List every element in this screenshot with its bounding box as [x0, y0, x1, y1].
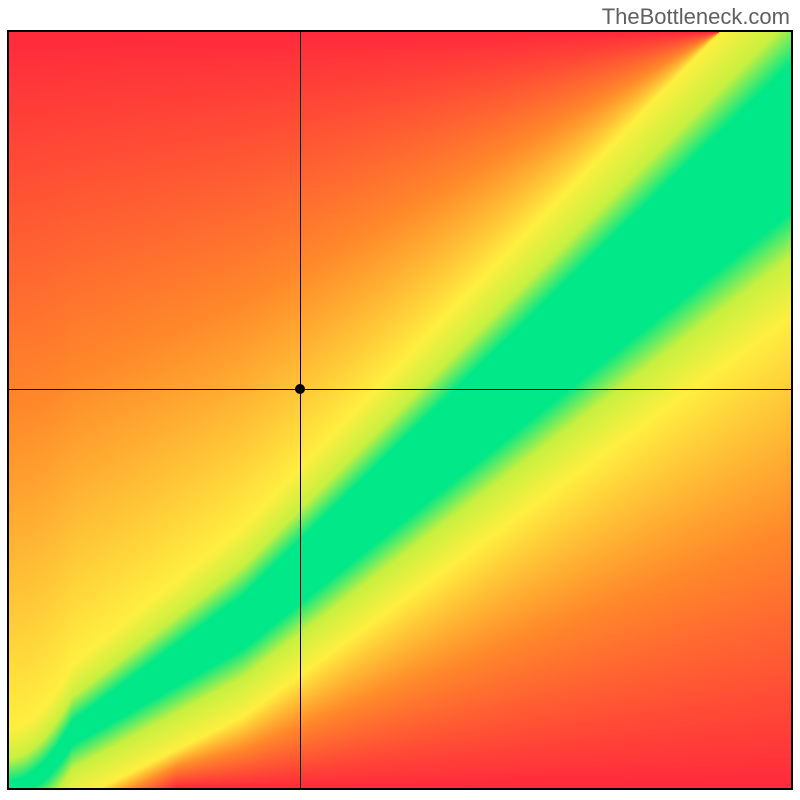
chart-container: TheBottleneck.com [0, 0, 800, 800]
heatmap-canvas [9, 32, 791, 788]
attribution-label: TheBottleneck.com [602, 4, 790, 30]
heatmap-chart [7, 30, 793, 790]
crosshair-horizontal [9, 389, 791, 390]
data-point-marker [295, 384, 305, 394]
crosshair-vertical [300, 32, 301, 788]
